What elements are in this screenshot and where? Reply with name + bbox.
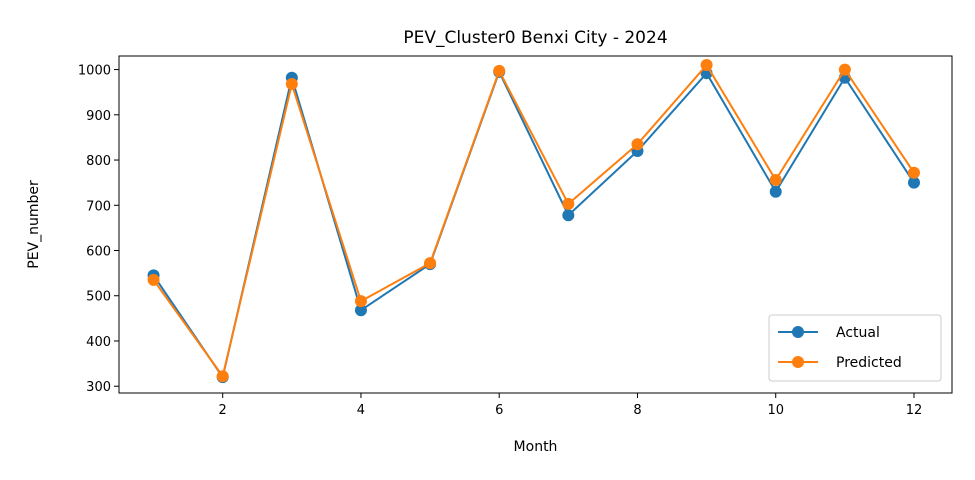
predicted-point xyxy=(562,197,575,210)
actual-point xyxy=(769,185,782,198)
x-tick-label: 6 xyxy=(495,403,503,418)
legend: Actual Predicted xyxy=(768,314,942,382)
x-tick-label: 10 xyxy=(767,403,784,418)
predicted-point xyxy=(354,295,367,308)
y-tick-label: 900 xyxy=(86,109,111,124)
actual-point xyxy=(354,304,367,317)
y-axis: 300 400 500 600 700 800 900 1000 xyxy=(78,64,119,395)
x-tick-label: 8 xyxy=(633,403,641,418)
x-tick-label: 2 xyxy=(219,403,227,418)
y-tick-label: 700 xyxy=(86,199,111,214)
predicted-point xyxy=(424,257,437,270)
predicted-point xyxy=(493,64,506,77)
y-tick-label: 500 xyxy=(86,290,111,305)
y-tick-label: 1000 xyxy=(78,64,111,79)
predicted-point xyxy=(907,166,920,179)
actual-legend-marker xyxy=(792,326,804,338)
predicted-point xyxy=(147,273,160,286)
y-axis-label: PEV_number xyxy=(26,180,42,269)
y-tick-label: 300 xyxy=(86,380,111,395)
plot-frame xyxy=(118,55,953,394)
predicted-point xyxy=(216,370,229,383)
predicted-point xyxy=(631,138,644,151)
y-tick-label: 600 xyxy=(86,245,111,260)
x-axis: 2 4 6 8 10 12 xyxy=(219,393,923,418)
actual-legend-label: Actual xyxy=(836,325,880,341)
predicted-legend-label: Predicted xyxy=(836,355,902,371)
predicted-point xyxy=(285,78,298,91)
x-tick-label: 12 xyxy=(906,403,923,418)
chart-title: PEV_Cluster0 Benxi City - 2024 xyxy=(403,28,667,48)
actual-point xyxy=(907,176,920,189)
actual-series-line xyxy=(152,69,915,380)
predicted-point xyxy=(700,59,713,72)
x-axis-label: Month xyxy=(514,439,558,455)
y-tick-label: 800 xyxy=(86,154,111,169)
predicted-point xyxy=(769,173,782,186)
actual-point xyxy=(562,209,575,222)
predicted-series-line xyxy=(152,63,915,379)
y-tick-label: 400 xyxy=(86,335,111,350)
predicted-point xyxy=(838,63,851,76)
x-tick-label: 4 xyxy=(357,403,365,418)
plot-area xyxy=(147,59,920,384)
predicted-legend-marker xyxy=(792,356,804,368)
